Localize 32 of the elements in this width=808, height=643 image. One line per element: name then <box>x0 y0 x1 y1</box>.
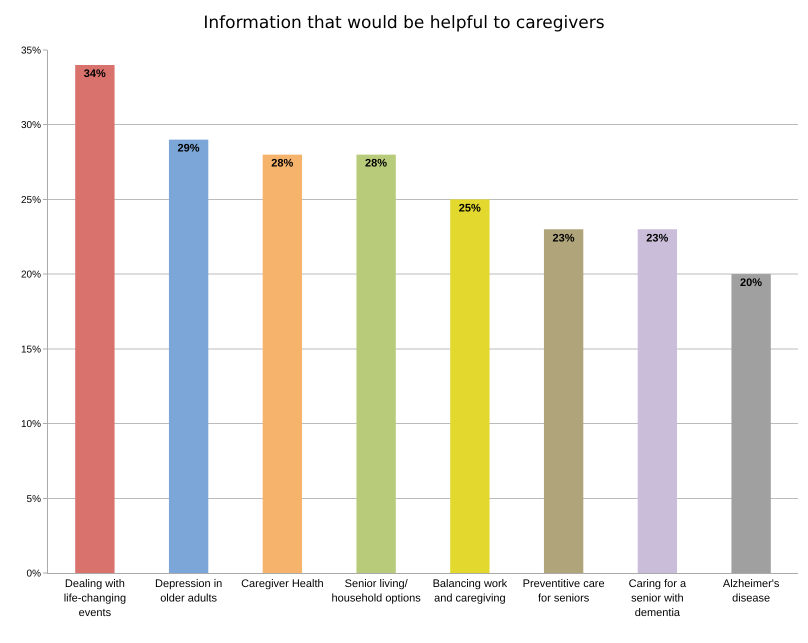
bar <box>75 64 115 573</box>
y-tick-label: 25% <box>20 194 42 206</box>
data-label: 20% <box>740 277 762 290</box>
data-label: 29% <box>178 142 200 155</box>
chart-title: Information that would be helpful to caregivers <box>203 12 605 33</box>
y-tick-label: 10% <box>20 419 42 430</box>
x-tick-label: Senior living/ household options <box>331 578 422 604</box>
y-tick-label: 20% <box>20 270 42 281</box>
y-tick-label: 0% <box>26 568 42 580</box>
bar <box>544 229 584 573</box>
y-tick-label: 15% <box>20 344 42 356</box>
data-label: 25% <box>458 202 481 214</box>
bar <box>638 229 678 573</box>
data-label: 34% <box>84 68 106 80</box>
data-label: 23% <box>646 232 668 244</box>
y-tick-label: 5% <box>26 494 42 505</box>
bar <box>168 140 208 573</box>
x-tick-label: Depression in older adults <box>154 578 222 604</box>
data-label: 28% <box>271 158 294 170</box>
data-label: 23% <box>552 232 575 244</box>
y-tick-label: 30% <box>20 120 42 132</box>
data-label: 28% <box>365 158 388 170</box>
x-tick-label: Caring for a senior with dementia <box>628 578 687 619</box>
x-tick-label: Dealing with life-changing events <box>64 578 126 619</box>
x-tick-label: Alzheimer's disease <box>722 578 780 604</box>
x-tick-label: Preventitive care for seniors <box>522 578 605 604</box>
bar <box>356 154 396 573</box>
y-tick-label: 35% <box>20 46 42 56</box>
bar <box>450 199 490 573</box>
x-tick-label: Caregiver Health <box>241 578 324 590</box>
bar <box>262 154 302 573</box>
x-tick-label: Balancing work and caregiving <box>432 578 508 604</box>
